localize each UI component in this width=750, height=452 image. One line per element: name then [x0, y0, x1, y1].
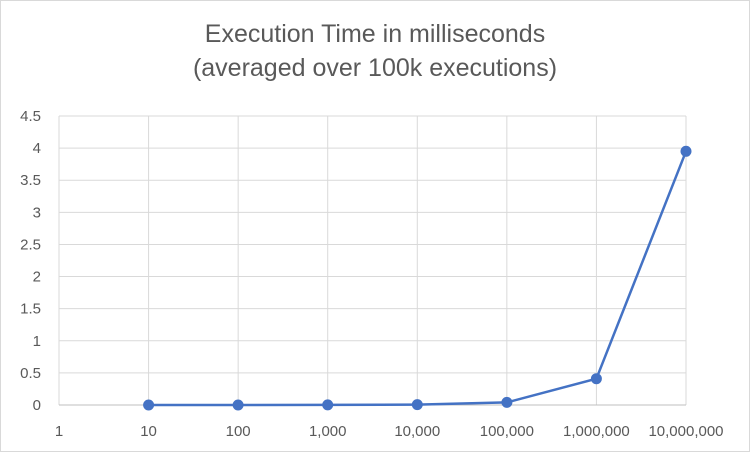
y-tick-label: 2.5: [20, 236, 41, 253]
y-tick-label: 2: [33, 269, 41, 286]
y-tick-label: 1: [33, 333, 41, 350]
y-tick-label: 1.5: [20, 301, 41, 318]
y-tick-label: 0: [33, 397, 41, 414]
x-tick-label: 100: [226, 423, 251, 440]
x-tick-label: 10: [140, 423, 157, 440]
y-tick-label: 0.5: [20, 365, 41, 382]
data-point: [322, 399, 334, 411]
data-point: [143, 399, 155, 411]
data-point: [680, 145, 692, 157]
chart-subtitle: (averaged over 100k executions): [192, 54, 558, 82]
x-tick-label: 10,000: [394, 423, 440, 440]
x-tick-label: 1,000: [309, 423, 347, 440]
y-tick-label: 3.5: [20, 172, 41, 189]
data-point: [411, 399, 423, 411]
y-tick-label: 4.5: [20, 108, 41, 125]
x-tick-label: 1: [55, 423, 63, 440]
x-tick-label: 10,000,000: [648, 423, 723, 440]
x-tick-label: 1,000,000: [563, 423, 630, 440]
chart-title-block: Execution Time in milliseconds (averaged…: [1, 17, 749, 85]
data-point: [590, 373, 602, 385]
data-point: [232, 399, 244, 411]
y-tick-label: 3: [33, 204, 41, 221]
x-tick-label: 100,000: [480, 423, 534, 440]
data-point: [501, 396, 513, 408]
y-tick-label: 4: [33, 140, 41, 157]
chart-title: Execution Time in milliseconds: [204, 20, 546, 48]
